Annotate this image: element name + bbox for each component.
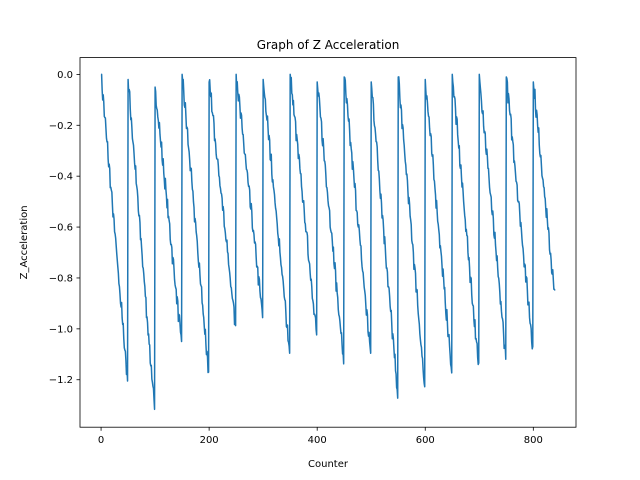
x-tick-label: 200 (200, 435, 219, 446)
series-group (100, 73, 556, 411)
x-axis: 0 200 400 600 800 (98, 427, 543, 446)
x-tick-label: 800 (524, 435, 543, 446)
y-tick-label: −0.4 (49, 172, 73, 183)
series-line (100, 73, 556, 411)
y-tick-label: −0.8 (49, 273, 73, 284)
x-tick-label: 600 (416, 435, 435, 446)
x-tick-label: 0 (98, 435, 104, 446)
y-tick-label: 0.0 (57, 70, 73, 81)
y-tick-label: −0.6 (49, 223, 73, 234)
y-tick-label: −0.2 (49, 121, 73, 132)
y-axis: 0.0 −0.2 −0.4 −0.6 −0.8 −1.0 −1.2 (49, 70, 80, 386)
y-axis-label: Z_Acceleration (19, 205, 30, 279)
chart-title: Graph of Z Acceleration (257, 38, 400, 52)
y-tick-label: −1.2 (49, 375, 73, 386)
x-tick-label: 400 (308, 435, 327, 446)
axes-frame (79, 57, 577, 428)
x-axis-label: Counter (308, 459, 349, 470)
y-tick-label: −1.0 (49, 324, 73, 335)
